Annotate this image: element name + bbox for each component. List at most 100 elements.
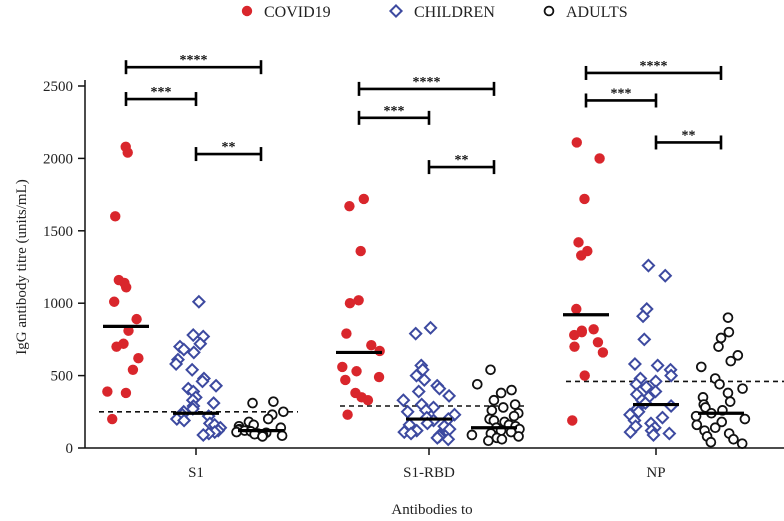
- data-point: [131, 313, 142, 325]
- data-point: [664, 368, 679, 383]
- data-point: [728, 434, 739, 445]
- data-point: [636, 309, 651, 324]
- data-point: [648, 384, 663, 399]
- significance-label: **: [682, 128, 696, 143]
- data-point: [579, 370, 590, 381]
- data-point: [722, 312, 734, 323]
- data-point: [396, 393, 411, 408]
- y-tick-label: 2000: [43, 151, 73, 167]
- data-point: [713, 341, 724, 352]
- data-point: [420, 416, 435, 431]
- data-point: [123, 325, 134, 336]
- y-tick-label: 1500: [43, 224, 73, 240]
- data-point: [573, 237, 584, 248]
- data-point: [366, 339, 377, 351]
- data-point: [722, 387, 734, 399]
- data-point: [709, 422, 721, 434]
- data-point: [716, 416, 728, 428]
- data-point: [176, 342, 191, 357]
- data-point: [695, 361, 707, 373]
- data-point: [658, 268, 673, 283]
- data-point: [466, 429, 478, 441]
- data-point: [262, 413, 274, 425]
- data-point: [358, 193, 370, 205]
- data-point: [597, 347, 609, 358]
- data-point: [268, 396, 279, 407]
- data-point: [122, 147, 133, 158]
- data-point: [344, 200, 355, 212]
- data-point: [650, 358, 665, 373]
- data-point: [725, 355, 737, 367]
- significance-label: **: [222, 140, 236, 155]
- axes: 0 500 1000 1500 2000 2500 S1 S1-RBD NP: [43, 79, 784, 481]
- median-bars: [103, 313, 744, 433]
- y-tick-label: 500: [51, 369, 74, 385]
- data-point: [485, 364, 496, 376]
- data-point: [723, 326, 735, 338]
- significance-label: ***: [384, 104, 405, 119]
- data-point: [177, 413, 192, 428]
- data-point: [495, 387, 507, 399]
- data-point: [569, 341, 580, 352]
- data-point: [341, 328, 352, 339]
- data-point: [340, 374, 351, 386]
- data-point: [191, 294, 206, 309]
- data-point: [567, 415, 578, 426]
- data-point: [627, 357, 642, 372]
- data-point: [110, 211, 121, 222]
- data-point: [206, 396, 221, 411]
- data-point: [646, 427, 661, 442]
- data-point: [662, 426, 677, 441]
- data-point: [423, 320, 438, 335]
- data-point: [417, 372, 432, 387]
- data-point: [737, 383, 748, 394]
- data-point: [127, 364, 139, 376]
- data-point: [588, 324, 599, 335]
- significance-label: ****: [413, 75, 441, 90]
- legend-marker-adults: [543, 5, 555, 17]
- data-point: [186, 328, 201, 343]
- data-point: [623, 425, 638, 440]
- data-point: [257, 431, 268, 442]
- data-point: [411, 384, 426, 399]
- data-point: [373, 371, 385, 383]
- legend-marker-covid19: [241, 5, 253, 17]
- data-point: [404, 426, 419, 441]
- data-point: [111, 341, 122, 352]
- data-point: [351, 366, 362, 377]
- data-point: [691, 419, 703, 431]
- significance-label: **: [455, 153, 469, 168]
- data-point: [631, 404, 646, 419]
- data-point: [442, 388, 457, 403]
- data-point: [108, 296, 120, 307]
- data-point: [739, 413, 751, 425]
- data-point: [441, 432, 456, 447]
- data-point: [571, 303, 582, 315]
- data-point: [715, 332, 727, 344]
- significance-brackets: ***************************: [124, 53, 723, 175]
- data-point: [408, 326, 423, 341]
- data-point: [508, 410, 520, 422]
- data-point: [120, 387, 132, 399]
- data-point: [278, 406, 289, 418]
- data-point: [496, 434, 508, 445]
- data-point: [133, 353, 144, 364]
- data-point: [102, 386, 113, 397]
- data-point: [209, 378, 224, 393]
- data-point: [400, 404, 415, 419]
- data-point: [705, 436, 717, 448]
- data-point: [247, 397, 258, 409]
- data-point: [471, 378, 483, 390]
- data-point: [355, 245, 366, 257]
- data-point: [497, 402, 509, 413]
- significance-label: ****: [180, 53, 208, 68]
- data-point: [579, 193, 590, 205]
- legend-label-children: CHILDREN: [414, 4, 495, 21]
- y-axis-title: IgG antibody titre (units/mL): [14, 179, 30, 354]
- data-point: [120, 282, 132, 293]
- data-point: [569, 329, 580, 341]
- data-point: [488, 394, 500, 406]
- data-point: [107, 413, 118, 425]
- legend-marker-children: [388, 3, 404, 19]
- data-point: [344, 298, 356, 309]
